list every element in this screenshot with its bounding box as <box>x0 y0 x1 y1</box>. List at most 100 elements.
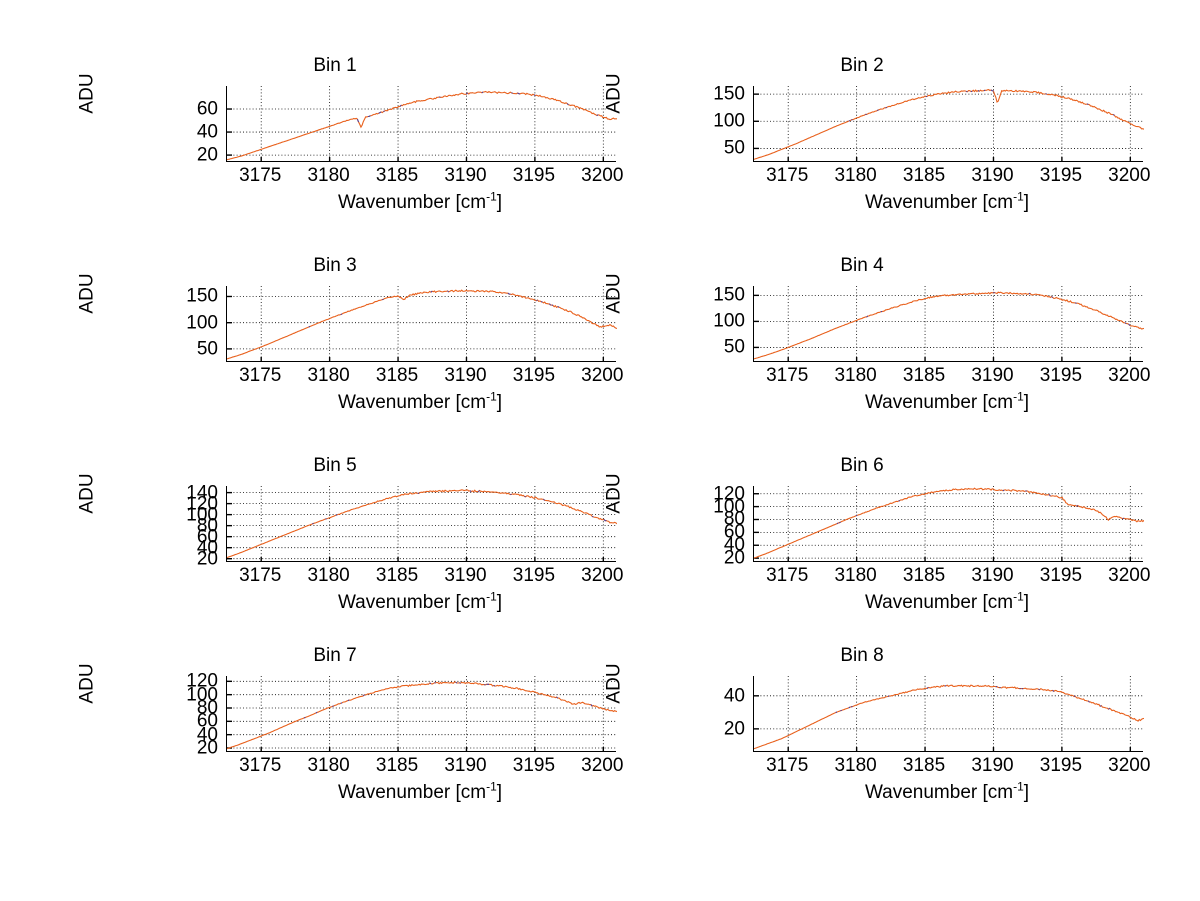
x-tick-label: 3175 <box>239 755 282 776</box>
x-tick-label: 3200 <box>1108 365 1151 386</box>
x-tick-label: 3200 <box>1108 565 1151 586</box>
subplot-title: Bin 5 <box>313 455 357 476</box>
plot-area <box>753 86 1144 162</box>
x-axis-label-main: Wavenumber [cm <box>864 782 1014 803</box>
y-tick-label: 50 <box>196 338 218 360</box>
x-axis-label-exponent: -1 <box>486 189 497 204</box>
x-axis-label: Wavenumber [cm-1] <box>190 191 650 215</box>
plot-area <box>753 676 1144 752</box>
x-tick-label: 3195 <box>512 365 556 386</box>
x-tick-label: 3175 <box>766 755 809 776</box>
x-tick-label: 3175 <box>239 365 282 386</box>
x-tick-label: 3175 <box>766 165 809 186</box>
x-tick-label: 3190 <box>444 565 487 586</box>
x-axis-label-exponent: -1 <box>1013 589 1024 604</box>
y-tick-label: 50 <box>723 336 745 358</box>
x-tick-label: 3185 <box>375 565 419 586</box>
x-tick-label: 3190 <box>971 365 1014 386</box>
x-tick-label: 3180 <box>834 565 877 586</box>
y-tick-labels: 50 100 150 <box>130 286 222 362</box>
plot-area <box>226 676 617 752</box>
x-axis-label-main: Wavenumber [cm <box>337 592 487 613</box>
y-axis-label: ADU <box>76 663 98 704</box>
x-axis-label-exponent: -1 <box>486 389 497 404</box>
y-tick-labels: 20 40 60 <box>130 86 222 165</box>
y-tick-label: 100 <box>713 310 745 332</box>
y-tick-labels: 20 40 60 80 100 120 140 <box>130 483 222 568</box>
x-axis-label-bracket: ] <box>496 192 503 213</box>
y-axis-label: ADU <box>603 473 625 514</box>
x-tick-labels: 3175 3180 3185 3190 3195 3200 <box>226 165 623 191</box>
x-tick-label: 3200 <box>1108 755 1151 776</box>
subplot-title: Bin 2 <box>840 55 884 76</box>
plot-area <box>226 486 617 562</box>
x-axis-label-main: Wavenumber [cm <box>864 392 1014 413</box>
x-tick-labels: 3175 3180 3185 3190 3195 3200 <box>226 755 623 781</box>
x-axis-label-main: Wavenumber [cm <box>337 782 487 803</box>
x-tick-label: 3185 <box>902 165 946 186</box>
x-axis-label-exponent: -1 <box>486 589 497 604</box>
subplot-bin-4: Bin 4 ADU 50 100 150 3175 3180 3185 3190 3195 3200… <box>597 255 1151 455</box>
x-axis-label-exponent: -1 <box>1013 779 1024 794</box>
x-tick-label: 3195 <box>512 565 556 586</box>
subplot-bin-2: Bin 2 ADU 50 100 150 3175 3180 3185 3190 3195 3200… <box>597 55 1151 255</box>
y-tick-label: 50 <box>723 137 745 159</box>
x-tick-label: 3190 <box>444 165 487 186</box>
y-tick-label: 60 <box>196 98 218 120</box>
y-tick-label: 100 <box>713 110 745 132</box>
subplot-bin-7: Bin 7 ADU 20 40 60 80 100 120 3175 3180 3185 3190 31… <box>70 645 624 845</box>
x-tick-label: 3180 <box>834 755 877 776</box>
y-tick-label: 40 <box>196 537 218 559</box>
y-tick-labels: 50 100 150 <box>657 286 749 362</box>
subplot-title: Bin 1 <box>313 55 357 76</box>
y-tick-label: 150 <box>713 284 745 306</box>
x-axis-label: Wavenumber [cm-1] <box>717 591 1177 615</box>
y-tick-label: 150 <box>186 285 218 307</box>
spectrum-line <box>754 487 1144 559</box>
y-tick-label: 40 <box>723 534 745 556</box>
x-tick-label: 3190 <box>444 365 487 386</box>
plot-area <box>226 86 617 162</box>
x-tick-label: 3190 <box>971 565 1014 586</box>
subplot-bin-6: Bin 6 ADU 20 40 60 80 100 120 3175 3180 3185 3190 31… <box>597 455 1151 655</box>
x-axis-label-bracket: ] <box>1023 392 1030 413</box>
x-tick-labels: 3175 3180 3185 3190 3195 3200 <box>753 565 1150 591</box>
y-tick-label: 80 <box>196 515 218 537</box>
x-axis-label-exponent: -1 <box>486 779 497 794</box>
x-axis-label-bracket: ] <box>496 592 503 613</box>
x-axis-label: Wavenumber [cm-1] <box>717 191 1177 215</box>
x-tick-label: 3195 <box>1039 165 1083 186</box>
spectrum-line <box>754 684 1144 750</box>
y-axis-label: ADU <box>603 663 625 704</box>
y-tick-label: 80 <box>723 508 745 530</box>
subplot-title: Bin 6 <box>840 455 884 476</box>
x-axis-label-bracket: ] <box>496 392 503 413</box>
x-tick-label: 3175 <box>239 565 282 586</box>
y-tick-label: 100 <box>186 504 218 526</box>
x-tick-label: 3180 <box>307 165 350 186</box>
x-tick-label: 3185 <box>375 365 419 386</box>
y-tick-label: 100 <box>186 312 218 334</box>
subplot-title: Bin 8 <box>840 645 884 666</box>
x-axis-label: Wavenumber [cm-1] <box>190 591 650 615</box>
x-axis-label-main: Wavenumber [cm <box>337 192 487 213</box>
y-axis-label: ADU <box>76 473 98 514</box>
x-tick-label: 3180 <box>834 165 877 186</box>
x-axis-label-main: Wavenumber [cm <box>337 392 487 413</box>
x-tick-label: 3180 <box>307 565 350 586</box>
x-tick-label: 3185 <box>902 365 946 386</box>
x-tick-label: 3180 <box>307 365 350 386</box>
spectrum-line <box>754 291 1144 360</box>
x-axis-label-main: Wavenumber [cm <box>864 592 1014 613</box>
x-axis-label: Wavenumber [cm-1] <box>190 781 650 805</box>
spectrum-line <box>754 89 1144 160</box>
x-tick-label: 3200 <box>581 365 624 386</box>
y-tick-label: 60 <box>723 521 745 543</box>
spectrum-line <box>227 90 617 161</box>
x-tick-label: 3195 <box>512 755 556 776</box>
x-tick-labels: 3175 3180 3185 3190 3195 3200 <box>753 165 1150 191</box>
x-axis-label: Wavenumber [cm-1] <box>190 391 650 415</box>
y-axis-label: ADU <box>603 273 625 314</box>
x-axis-label-bracket: ] <box>1023 592 1030 613</box>
